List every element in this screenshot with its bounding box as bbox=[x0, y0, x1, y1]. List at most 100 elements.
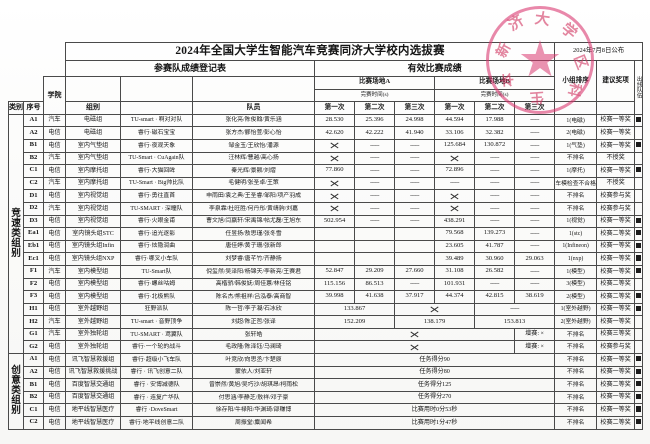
table-row[interactable]: C2 汽车 室内摩托组 TU-Smart · Big帅比队 毛健明/张圣卓/王策 ----… bbox=[9, 176, 644, 191]
table-row[interactable]: B1 电信 室内气垫组 睿行·夜观天象 邹金玉/王欣怡/潘源 ------ ------ 12… bbox=[9, 138, 644, 153]
table-row[interactable]: D2 汽车 室内视觉组 TU-SMART · 深瞳队 李泉霖/杜旺胜/何丹彤/黄靖驹/刘… bbox=[9, 201, 644, 216]
table-row[interactable]: C1 电信 室内摩托组 睿行·大猫回眸 秦光辉/景颢/刘熠 77.860 ------ ---… bbox=[9, 164, 644, 178]
score-value: 77.860 bbox=[325, 166, 344, 174]
score-value: 438.291 bbox=[443, 216, 466, 224]
table-row[interactable]: F1 汽车 室内模型组 TU-Smart队 倪玺然/吴泽阳/杨锦天/李新亮/王赛君 52.… bbox=[9, 264, 644, 279]
no-record-dash: ------ bbox=[410, 205, 420, 212]
row-score-b2: ------ bbox=[474, 201, 516, 216]
table-row[interactable]: F2 电信 室内模型组 睿行·螺丝咕姆 高楷骄/韩俊妩/周佳蕙/林佳铭 115.156 86… bbox=[9, 277, 644, 292]
row-award: 校赛一等奖 bbox=[596, 390, 636, 405]
row-seq: D1 bbox=[23, 189, 44, 203]
row-score-a2 bbox=[354, 227, 396, 241]
row-score-b3: ------ bbox=[514, 126, 556, 140]
row-group: 讯飞智慧救援组 bbox=[65, 353, 122, 367]
qualify-marker bbox=[636, 230, 642, 236]
no-record-dash: ------ bbox=[410, 142, 420, 149]
row-qualify-cell bbox=[634, 151, 644, 166]
row-score-a3 bbox=[394, 252, 436, 266]
row-group-rank: 1(视觉) bbox=[554, 214, 598, 229]
valid-scores-header: 有效比赛成绩 bbox=[314, 60, 556, 77]
row-team-name: 睿行·磁石宝宝 bbox=[120, 126, 194, 140]
table-row[interactable]: C2 电信 地平线智慧医疗 睿行·地平线创意二队 周振堂/麋闻希 比赛用时1分47秒 不排名… bbox=[9, 416, 644, 430]
row-seq: Eb1 bbox=[23, 239, 44, 254]
row-group: 室内视觉组 bbox=[65, 214, 122, 229]
row-score-b3: ------ bbox=[514, 227, 556, 241]
row-group-rank: 2(电磁) bbox=[554, 126, 598, 140]
cross-mark-icon bbox=[430, 307, 439, 313]
table-row[interactable]: C1 电信 地平线智慧医疗 睿行 ·DoveSmart 徐存阳/牛禄阳/华渊琦/邵赚博比… bbox=[9, 403, 644, 418]
table-row[interactable]: H2 汽车 室外越野组 TU-smart · 音野顶争 刘超/陈正哲/张译 152.209… bbox=[9, 315, 644, 329]
row-group: 室内摩托组 bbox=[65, 176, 122, 191]
award-header-blank bbox=[596, 101, 636, 115]
row-team-name: TU-smart · 啊对对队 bbox=[120, 113, 194, 128]
qualify-marker bbox=[636, 141, 642, 148]
row-score-b1 bbox=[434, 201, 476, 216]
finish-time-a-header: 完赛时间(s) bbox=[314, 88, 436, 103]
row-award: 校赛一等奖 bbox=[596, 315, 636, 329]
row-score-a2: ------ bbox=[354, 138, 396, 153]
table-row[interactable]: G2 电信 室外独轮组 睿行·一个轮的战斗 毛政隆/陈泽钰/马澜琦 增赛: × 不排名 校赛参… bbox=[9, 340, 644, 355]
row-college: 汽车 bbox=[42, 151, 67, 166]
table-row[interactable]: D1 电信 室内视觉组 睿行·勇往直首 申雨田/袁之典/王圣睿/邹阳/项产羽成 -----… bbox=[9, 189, 644, 203]
table-row[interactable]: A2 电信 讯飞智慧救援挑战 睿行 · 讯飞创意二队 蒙依人/刘亚轩 任务得分80 不排名校… bbox=[9, 365, 644, 380]
table-row[interactable]: B1 电信 百度智慧交通组 睿行 · 安博减德队 曾崇然/黄旭/吴巧沙/胡琪昂/柯雨松任… bbox=[9, 378, 644, 392]
table-row[interactable]: Eb1 电信 室内镜头组Infin 睿行·炫隐润曲 唐佳婷/黄子珊/张新郎 23.605 4… bbox=[9, 239, 644, 254]
score-value: 115.156 bbox=[323, 279, 346, 287]
row-score-b1: 125.684 bbox=[434, 138, 476, 153]
row-score-a3 bbox=[394, 239, 436, 254]
table-row[interactable]: A2 电信 电磁组 睿行·磁石宝宝 张方杰/郦怡萱/彭心怡 42.620 42.222 41.… bbox=[9, 126, 644, 140]
score-value: 52.847 bbox=[325, 267, 344, 275]
row-team-name: TU-Smart · CuAgain队 bbox=[120, 151, 194, 166]
no-record-dash: ------ bbox=[530, 129, 540, 136]
table-row[interactable]: B2 电信 百度智慧交通组 睿行 · 连复广华队 付思涵/李静芝/敖祥/邓子豪 任务得分2… bbox=[9, 390, 644, 405]
table-row[interactable]: B2 汽车 室内气垫组 TU-Smart · CuAgain队 汪林辉/曹越/高心扬 --… bbox=[9, 151, 644, 166]
table-row[interactable]: F3 电信 室内模型组 睿行·北极熊队 陈名杰/熊祖祥/吕泓泰/高商智 39.998 41.… bbox=[9, 290, 644, 304]
venue-a-header: 比赛场地A bbox=[314, 76, 436, 90]
row-merge-b bbox=[394, 302, 476, 317]
table-row[interactable]: D3 电信 室内视觉组 睿行·火眼金甫 曹文旭/闫赢轩/宋禹锦/帖尤磊/王旭东 502.9… bbox=[9, 214, 644, 229]
row-group: 室内镜头组STC bbox=[65, 227, 122, 241]
row-score-b3: 38.619 bbox=[514, 290, 556, 304]
category-header: 类别 bbox=[8, 101, 24, 115]
row-score-a3: ------ bbox=[394, 176, 436, 191]
row-award: 校赛二等奖 bbox=[596, 227, 636, 241]
row-seq: C2 bbox=[23, 416, 44, 430]
row-group-rank: 不排名 bbox=[554, 340, 598, 355]
row-qualify-cell bbox=[634, 302, 644, 317]
row-seq: H1 bbox=[23, 302, 44, 317]
table-row[interactable]: G1 汽车 室外独轮组 TU-SMART · 鸢翼队 张轩皓 增赛: × 不排名 校赛三等奖 bbox=[9, 327, 644, 342]
row-members: 周振堂/麋闻希 bbox=[192, 416, 316, 430]
table-row[interactable]: H1 电信 室外越野组 狂野派队 陈一哲/李子凝/石冰欣 133.867 ------ 1(室… bbox=[9, 302, 644, 317]
row-score-a3: ------ bbox=[394, 189, 436, 203]
row-college: 电信 bbox=[42, 277, 67, 292]
score-value: 23.605 bbox=[445, 242, 464, 250]
row-score-a1 bbox=[314, 151, 356, 166]
table-row[interactable]: Ec1 电信 室内镜头组NXP 睿行·哪叉小车队 刘梦睿/唐芊竹/齐静扬 39.489 30… bbox=[9, 252, 644, 266]
row-score-a1: 77.860 bbox=[314, 164, 356, 178]
row-merge-c: ------ bbox=[474, 302, 556, 317]
row-members: 张轩皓 bbox=[192, 327, 316, 342]
row-score-a3: ------ bbox=[394, 201, 436, 216]
row-group: 室外越野组 bbox=[65, 315, 122, 329]
seal-char-0: 济 bbox=[505, 13, 527, 35]
qualify-marker bbox=[636, 393, 642, 400]
score-value: 31.108 bbox=[445, 267, 464, 275]
row-seq: F2 bbox=[23, 277, 44, 292]
row-task-result: 任务得分270 bbox=[314, 390, 556, 405]
no-record-dash: ------ bbox=[490, 192, 500, 199]
table-row[interactable]: Ea1 电信 室内镜头组STC 睿行·追光逐影 任昱扬/敖思瑾/张冬雪 79.568 139… bbox=[9, 227, 644, 241]
row-score-b3: ------ bbox=[514, 189, 556, 203]
cross-mark-icon bbox=[314, 327, 516, 342]
score-value: 41.787 bbox=[485, 242, 504, 250]
table-row[interactable]: 创意类组别 A1 电信 讯飞智慧救援组 睿行·超级小飞车队 叶竞欣/向思丞/卞楚原 任务得分… bbox=[8, 353, 644, 430]
no-record-dash: ------ bbox=[370, 142, 380, 149]
no-record-dash: ------ bbox=[530, 155, 540, 162]
no-record-dash: ------ bbox=[490, 167, 500, 174]
row-team-name: TU-SMART · 鸢翼队 bbox=[120, 327, 194, 342]
row-college: 汽车 bbox=[42, 176, 67, 191]
row-seq: C2 bbox=[23, 176, 44, 191]
table-row[interactable]: 竞速类组别 A1 汽车 电磁组 TU-smart · 啊对对队 张化亮/陈俊翰/黄乐涵 28… bbox=[8, 113, 644, 355]
row-group: 地平线智慧医疗 bbox=[65, 416, 122, 430]
row-score-b1: 101.931 bbox=[434, 277, 476, 292]
